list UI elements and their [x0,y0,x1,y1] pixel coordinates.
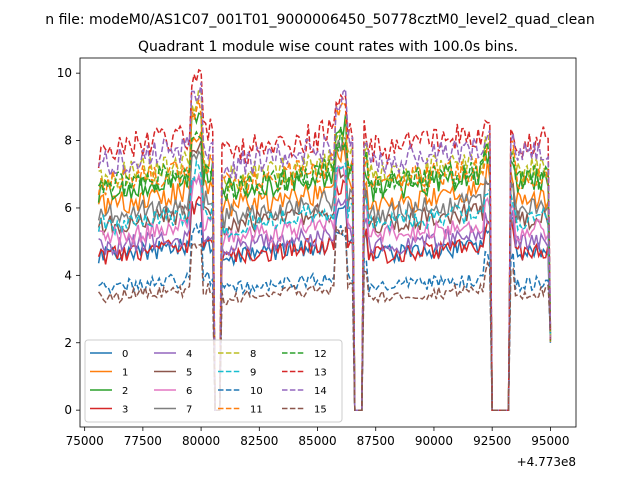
y-tick-label: 2 [64,336,72,350]
x-tick-label: 77500 [124,434,162,448]
series-layer [97,68,552,411]
series-line-2 [97,112,552,411]
series-line-9 [97,159,552,411]
axes-layer: 75000 77500 80000 82500 85000 87500 90000 92500… [57,66,570,448]
series-line-5 [97,140,552,411]
series-line-11 [97,99,552,411]
legend-label: 2 [122,386,128,397]
x-tick-label: 82500 [240,434,278,448]
legend-label: 15 [314,405,327,416]
series-line-6 [98,164,552,411]
x-tick-label: 85000 [298,434,336,448]
legend-label: 14 [314,386,327,397]
legend-label: 4 [186,349,192,360]
series-line-14 [97,82,552,411]
series-line-13 [97,68,552,411]
legend-label: 1 [122,368,128,379]
series-line-12 [97,126,552,411]
chart-suptitle: n file: modeM0/AS1C07_001T01_9000006450_… [45,12,594,28]
series-line-7 [97,135,552,411]
legend-label: 7 [186,405,192,416]
legend-label: 9 [250,368,256,379]
series-line-3 [97,178,552,411]
x-offset-label: +4.773e8 [517,455,576,469]
legend-label: 0 [122,349,128,360]
legend-label: 8 [250,349,256,360]
series-line-15 [97,224,552,411]
legend-label: 11 [250,405,263,416]
x-tick-label: 80000 [182,434,220,448]
y-tick-label: 0 [64,403,72,417]
x-tick-label: 75000 [66,434,104,448]
legend-label: 3 [122,405,128,416]
legend-label: 13 [314,368,327,379]
x-tick-label: 90000 [415,434,453,448]
chart-title: Quadrant 1 module wise count rates with … [138,39,518,55]
y-tick-label: 8 [64,134,72,148]
plot-frame [79,57,577,428]
y-tick-label: 10 [57,66,72,80]
x-tick-label: 95000 [531,434,569,448]
series-line-10 [98,220,552,411]
x-tick-label: 87500 [357,434,395,448]
legend-label: 5 [186,368,192,379]
y-tick-label: 4 [64,268,72,282]
legend-label: 6 [186,386,192,397]
y-tick-label: 6 [64,201,72,215]
legend-label: 10 [250,386,263,397]
legend-label: 12 [314,349,327,360]
legend-box [84,339,343,423]
x-tick-label: 92500 [473,434,511,448]
